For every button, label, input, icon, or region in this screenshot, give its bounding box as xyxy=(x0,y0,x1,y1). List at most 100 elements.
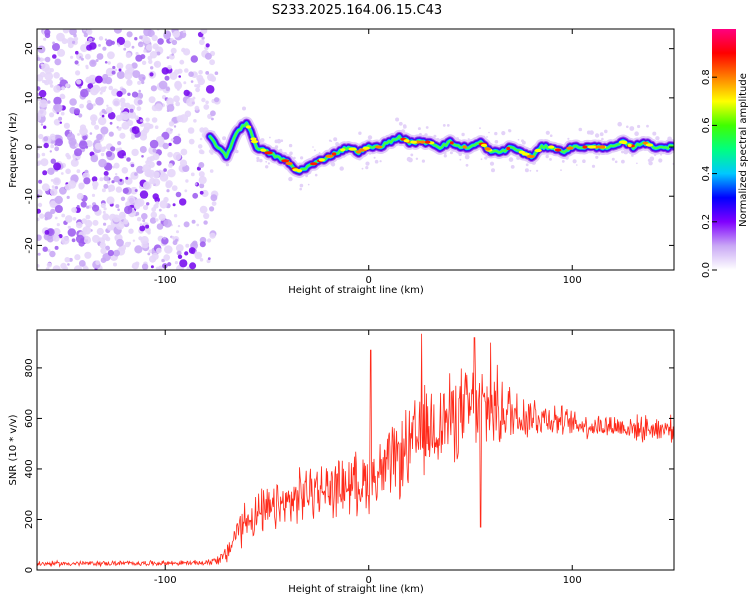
noise-blob xyxy=(84,169,89,174)
noise-blob xyxy=(171,185,178,192)
noise-blob xyxy=(175,244,184,252)
noise-blob xyxy=(210,75,217,82)
trace-hotspot xyxy=(325,154,334,158)
faint-dot xyxy=(525,163,529,167)
noise-blob xyxy=(168,142,172,147)
noise-blob xyxy=(172,240,178,246)
noise-blob xyxy=(68,257,73,262)
noise-blob xyxy=(89,132,93,135)
noise-blob xyxy=(148,249,153,254)
chart-title: S233.2025.164.06.15.C43 xyxy=(272,3,442,18)
noise-blob xyxy=(139,41,142,45)
trace-hotspot xyxy=(554,148,562,152)
faint-dot xyxy=(328,139,332,142)
trace-hotspot xyxy=(484,147,491,151)
noise-blob xyxy=(142,219,146,223)
noise-blob xyxy=(211,201,217,207)
trace-hotspot xyxy=(318,158,325,162)
noise-blob xyxy=(189,262,197,270)
faint-dot xyxy=(307,183,310,186)
noise-blob xyxy=(122,187,129,194)
noise-blob xyxy=(111,70,116,75)
noise-blob xyxy=(67,228,77,237)
noise-blob xyxy=(72,40,76,45)
noise-blob xyxy=(151,207,157,212)
noise-blob xyxy=(98,158,107,168)
noise-blob xyxy=(185,179,189,183)
faint-dot xyxy=(289,151,293,156)
noise-blob xyxy=(80,201,87,208)
noise-blob xyxy=(100,126,109,135)
trace-hotspot xyxy=(627,143,632,147)
noise-blob xyxy=(99,91,103,95)
noise-blob xyxy=(114,68,118,72)
noise-blob xyxy=(158,208,162,212)
trace-hotspot xyxy=(403,139,410,143)
noise-blob xyxy=(203,104,210,110)
noise-blob xyxy=(167,168,176,178)
noise-blob xyxy=(196,223,200,227)
faint-dot xyxy=(256,159,260,163)
noise-blob xyxy=(184,68,189,73)
trace-hotspot xyxy=(548,145,555,149)
noise-blob xyxy=(101,188,106,193)
trace-hotspot xyxy=(251,140,259,144)
noise-blob xyxy=(80,44,89,53)
noise-blob xyxy=(53,72,60,79)
faint-dot xyxy=(594,133,600,138)
noise-blob xyxy=(132,239,136,242)
noise-blob xyxy=(95,96,104,106)
noise-blob xyxy=(196,83,201,89)
colorbar: 0.0 0.2 0.4 0.6 0.8 Normalized spectral ampl… xyxy=(701,29,749,278)
spec-xtick-label: 100 xyxy=(563,275,582,286)
noise-blob xyxy=(156,51,161,56)
noise-blob xyxy=(198,70,203,75)
noise-blob xyxy=(176,250,182,256)
noise-blob xyxy=(82,135,88,141)
faint-dot xyxy=(572,159,577,164)
faint-dot xyxy=(417,127,421,131)
colorbar-tick-label: 0.4 xyxy=(701,166,712,182)
noise-blob xyxy=(151,117,158,123)
noise-blob xyxy=(76,205,80,208)
noise-blob xyxy=(156,223,164,230)
noise-blob xyxy=(37,45,46,54)
noise-blob xyxy=(47,249,51,253)
noise-blob xyxy=(199,258,204,262)
spec-xtick-label: -100 xyxy=(154,275,177,286)
trace-hotspot xyxy=(618,140,628,144)
colorbar-tick-label: 0.6 xyxy=(701,117,712,133)
noise-blob xyxy=(46,262,52,268)
noise-blob xyxy=(100,86,106,93)
noise-blob xyxy=(37,202,43,208)
noise-blob xyxy=(102,46,107,51)
spectrogram-content xyxy=(37,29,674,270)
noise-blob xyxy=(138,74,146,82)
faint-dot xyxy=(222,136,227,141)
noise-blob xyxy=(65,152,70,158)
noise-blob xyxy=(90,120,97,126)
noise-blob xyxy=(170,138,174,142)
noise-blob xyxy=(99,177,104,182)
noise-blob xyxy=(148,96,156,104)
noise-blob xyxy=(143,36,151,45)
noise-blob xyxy=(113,249,120,257)
trace-hotspot xyxy=(250,137,257,141)
noise-blob xyxy=(163,219,172,228)
faint-dot xyxy=(299,187,303,191)
trace-hotspot xyxy=(582,145,588,149)
snr-frame xyxy=(36,329,675,571)
noise-blob xyxy=(90,114,98,122)
noise-blob xyxy=(76,192,84,200)
colorbar-tick-label: 0.0 xyxy=(701,262,712,278)
noise-blob xyxy=(49,112,55,118)
faint-dot xyxy=(629,126,635,131)
noise-blob xyxy=(197,144,203,149)
noise-blob xyxy=(54,186,59,190)
faint-dot xyxy=(443,154,447,158)
spectrogram-y-label: Frequency (Hz) xyxy=(8,112,19,188)
noise-blob xyxy=(149,217,157,224)
noise-blob xyxy=(95,59,99,62)
faint-dot xyxy=(524,168,529,173)
noise-blob xyxy=(192,96,196,100)
